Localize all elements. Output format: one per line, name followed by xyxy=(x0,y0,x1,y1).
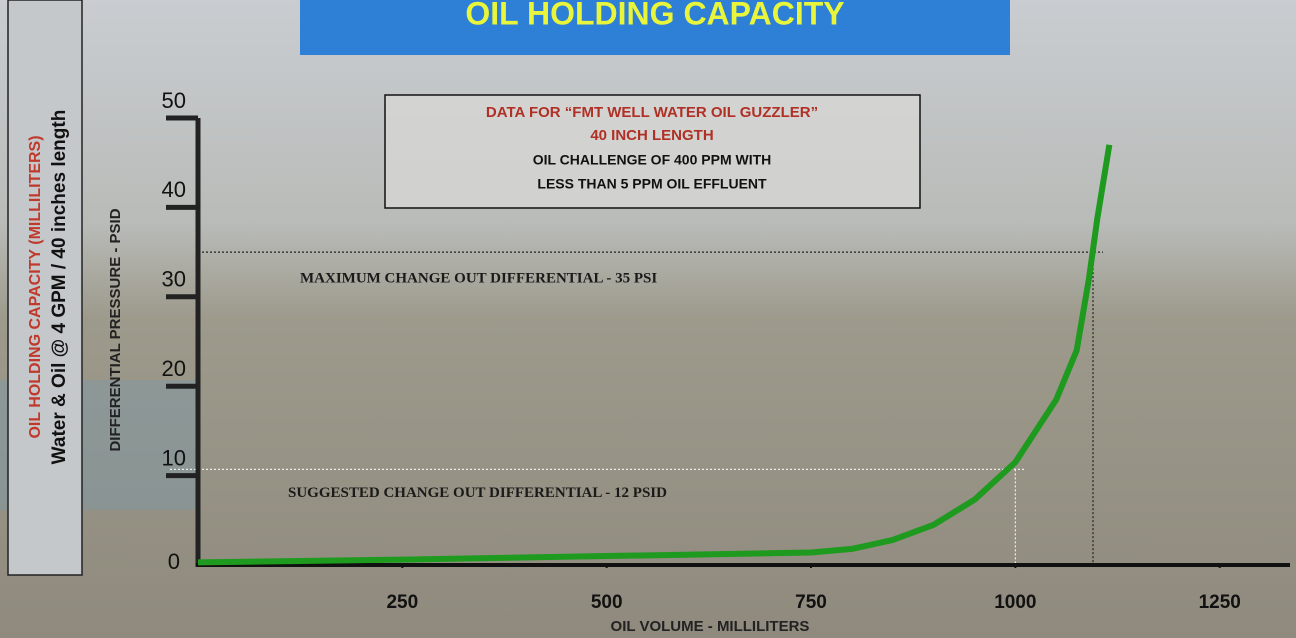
reference-label: SUGGESTED CHANGE OUT DIFFERENTIAL - 12 P… xyxy=(288,485,667,501)
y-tick-label: 50 xyxy=(162,88,186,113)
y-tick-label: 30 xyxy=(162,267,186,292)
y-tick-label: 40 xyxy=(162,177,186,202)
info-line: DATA FOR “FMT WELL WATER OIL GUZZLER” xyxy=(486,104,818,121)
side-label-red: OIL HOLDING CAPACITY (MILLILITERS) xyxy=(27,135,44,438)
x-tick-label: 1000 xyxy=(994,592,1036,613)
chart: OIL HOLDING CAPACITY OIL HOLDING CAPACIT… xyxy=(0,0,1296,638)
y-tick-label: 20 xyxy=(162,356,186,381)
chart-title: OIL HOLDING CAPACITY xyxy=(465,0,844,31)
y-axis-title: DIFFERENTIAL PRESSURE - PSID xyxy=(107,208,124,451)
info-line: 40 INCH LENGTH xyxy=(590,127,713,144)
x-axis-title: OIL VOLUME - MILLILITERS xyxy=(611,618,810,635)
x-tick-label: 250 xyxy=(386,592,418,613)
y-tick-label: 0 xyxy=(168,549,180,574)
info-line: OIL CHALLENGE OF 400 PPM WITH xyxy=(533,152,772,168)
info-line: LESS THAN 5 PPM OIL EFFLUENT xyxy=(537,176,767,192)
page: OIL HOLDING CAPACITY OIL HOLDING CAPACIT… xyxy=(0,0,1296,638)
side-label-box xyxy=(8,0,82,575)
x-tick-label: 500 xyxy=(591,592,623,613)
reference-label: MAXIMUM CHANGE OUT DIFFERENTIAL - 35 PSI xyxy=(300,271,657,287)
x-tick-label: 1250 xyxy=(1199,592,1241,613)
x-tick-label: 750 xyxy=(795,592,827,613)
y-tick-label: 10 xyxy=(162,445,186,470)
side-label-black: Water & Oil @ 4 GPM / 40 inches length xyxy=(49,110,70,465)
